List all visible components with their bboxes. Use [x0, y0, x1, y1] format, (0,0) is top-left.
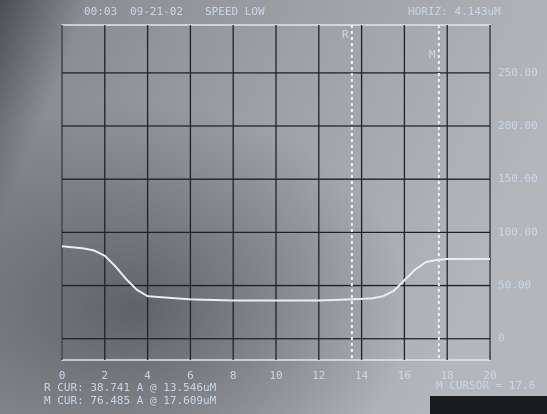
header-text: SPEED LOW — [205, 5, 265, 18]
readout: R CUR: 38.741 A @ 13.546uM — [44, 381, 217, 394]
x-tick-label: 8 — [230, 369, 237, 382]
x-tick-label: 4 — [144, 369, 151, 382]
header-text: 00:03 — [84, 5, 117, 18]
cursor-label: M — [429, 48, 436, 61]
x-tick-label: 20 — [483, 369, 496, 382]
data-line — [61, 245, 490, 302]
y-tick-label: 50.00 — [498, 279, 531, 292]
y-tick-label: 200.00 — [498, 119, 538, 132]
x-tick-label: 10 — [269, 369, 282, 382]
header-text: HORIZ: 4.143uM — [408, 5, 501, 18]
cursor-readout: M CURSOR = 17.6 — [436, 379, 535, 392]
x-tick-label: 0 — [59, 369, 66, 382]
y-tick-label: 0 — [498, 332, 505, 345]
x-tick-label: 12 — [312, 369, 325, 382]
x-tick-label: 2 — [101, 369, 108, 382]
y-tick-label: 250.00 — [498, 66, 538, 79]
y-tick-label: 150.00 — [498, 172, 538, 185]
x-tick-label: 6 — [187, 369, 194, 382]
readout: M CUR: 76.485 A @ 17.609uM — [44, 394, 217, 407]
header-text: 09-21-02 — [130, 5, 183, 18]
cursor-label: R — [342, 28, 349, 41]
x-tick-label: 18 — [441, 369, 454, 382]
x-tick-label: 16 — [398, 369, 411, 382]
status-box — [430, 396, 547, 414]
x-tick-label: 14 — [355, 369, 369, 382]
y-tick-label: 100.00 — [498, 225, 538, 238]
